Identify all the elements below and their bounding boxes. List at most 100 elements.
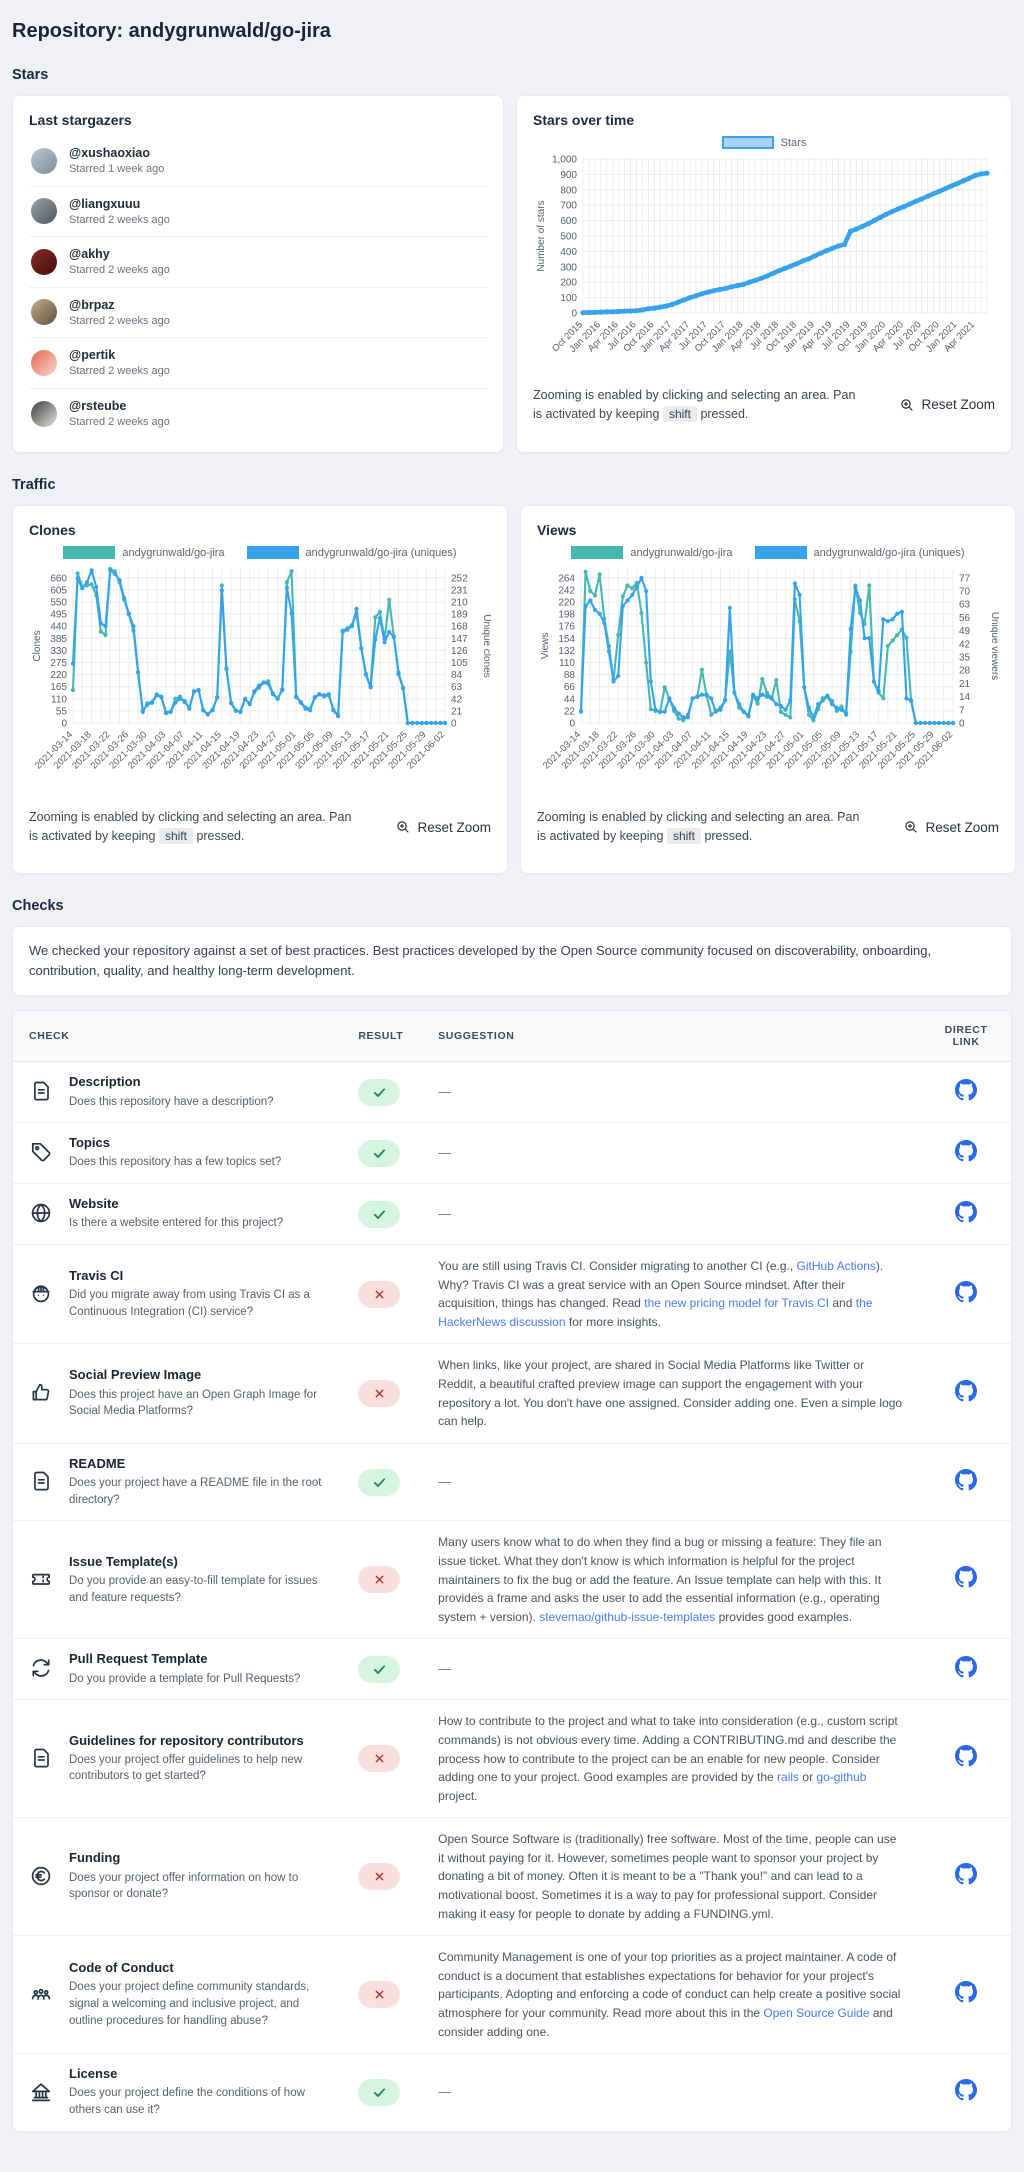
direct-link-github[interactable] [955, 1745, 978, 1767]
direct-link-github[interactable] [955, 1380, 978, 1402]
suggestion-link[interactable]: rails [777, 1770, 800, 1785]
stargazer-username[interactable]: @liangxuuu [69, 196, 141, 211]
direct-link-github[interactable] [955, 1981, 978, 2003]
zoom-help-text: Zooming is enabled by clicking and selec… [29, 809, 352, 845]
legend-entry[interactable]: andygrunwald/go-jira [571, 546, 733, 560]
svg-text:7: 7 [959, 706, 965, 717]
svg-text:264: 264 [558, 574, 575, 585]
svg-text:600: 600 [560, 216, 577, 227]
suggestion-text: — [438, 1082, 905, 1102]
result-pass-badge [358, 1468, 401, 1496]
check-question: Does your project have a README file in … [69, 1477, 322, 1506]
stargazer-avatar [31, 198, 57, 225]
travis-ci-icon [29, 1281, 55, 1307]
reset-zoom-button[interactable]: Reset Zoom [395, 819, 491, 835]
legend-entry[interactable]: andygrunwald/go-jira [63, 546, 225, 560]
legend-swatch [721, 136, 774, 149]
community-icon [29, 1982, 55, 2008]
svg-text:700: 700 [560, 201, 577, 212]
github-icon [955, 1380, 978, 1402]
stargazer-item: @rsteube Starred 2 weeks ago [29, 389, 487, 439]
result-pass-badge [358, 2079, 401, 2107]
stars-row: Last stargazers @xushaoxiao Starred 1 wee… [12, 95, 1012, 454]
direct-link-github[interactable] [955, 1200, 978, 1223]
table-row: Website Is there a website entered for th… [13, 1183, 1011, 1245]
stargazer-item: @liangxuuu Starred 2 weeks ago [29, 187, 487, 238]
suggestion-text: Many users know what to do when they fin… [438, 1535, 882, 1624]
zoom-reset-icon [903, 819, 919, 835]
checks-intro-card: We checked your repository against a set… [12, 926, 1012, 997]
clones-chart[interactable]: 0551101652202753303854404955506056600214… [29, 563, 491, 787]
stargazer-username[interactable]: @rsteube [69, 398, 127, 413]
suggestion-link[interactable]: GitHub Actions [796, 1259, 876, 1274]
reset-zoom-button[interactable]: Reset Zoom [903, 819, 999, 835]
direct-link-github[interactable] [955, 1468, 978, 1491]
github-icon [955, 1745, 978, 1767]
legend-label: andygrunwald/go-jira (uniques) [305, 546, 457, 559]
stargazer-username[interactable]: @akhy [69, 247, 110, 262]
direct-link-github[interactable] [955, 1655, 978, 1678]
svg-text:400: 400 [560, 247, 577, 258]
no-suggestion-dash: — [438, 1084, 452, 1100]
legend-entry[interactable]: andygrunwald/go-jira (uniques) [246, 546, 457, 560]
svg-text:42: 42 [451, 695, 463, 706]
suggestion-link[interactable]: go-github [816, 1770, 867, 1785]
svg-text:154: 154 [558, 634, 575, 645]
stargazer-username[interactable]: @pertik [69, 348, 116, 363]
svg-text:605: 605 [50, 586, 67, 597]
direct-link-github[interactable] [955, 1139, 978, 1162]
views-chart-legend: andygrunwald/go-jira andygrunwald/go-jira… [537, 546, 999, 560]
stargazer-text: @pertik Starred 2 weeks ago [69, 347, 170, 379]
svg-text:210: 210 [451, 598, 468, 609]
last-stargazers-title: Last stargazers [29, 112, 132, 128]
svg-text:56: 56 [959, 613, 971, 624]
column-check: CHECK [13, 1011, 343, 1063]
suggestion-link[interactable]: Open Source Guide [763, 2006, 870, 2021]
svg-text:Unique viewers: Unique viewers [989, 612, 999, 680]
stargazer-avatar [31, 147, 57, 174]
check-question: Does this project have an Open Graph Ima… [69, 1388, 318, 1418]
github-icon [955, 1468, 978, 1491]
result-pass-badge [358, 1655, 401, 1683]
check-question: Does your project offer information on h… [69, 1871, 299, 1901]
suggestion-link[interactable]: stevemao/github-issue-templates [539, 1609, 716, 1624]
stargazer-username[interactable]: @xushaoxiao [69, 146, 150, 160]
file-text-icon [29, 1746, 55, 1772]
direct-link-github[interactable] [955, 1863, 978, 1885]
legend-entry[interactable]: andygrunwald/go-jira (uniques) [754, 546, 965, 560]
legend-entry[interactable]: Stars [721, 136, 806, 149]
direct-link-github[interactable] [955, 1566, 978, 1588]
reset-zoom-button[interactable]: Reset Zoom [899, 397, 995, 413]
direct-link-github[interactable] [955, 1078, 978, 1101]
suggestion-link[interactable]: the new pricing model for Travis CI [644, 1296, 830, 1311]
check-question: Is there a website entered for this proj… [69, 1217, 284, 1230]
github-icon [955, 1981, 978, 2003]
stargazer-username[interactable]: @brpaz [69, 297, 115, 312]
svg-text:0: 0 [569, 719, 575, 730]
stargazer-item: @akhy Starred 2 weeks ago [29, 237, 487, 288]
no-suggestion-dash: — [438, 1661, 452, 1677]
direct-link-github[interactable] [955, 2079, 978, 2101]
check-text: Travis CI Did you migrate away from using… [69, 1268, 324, 1321]
reset-zoom-label: Reset Zoom [925, 819, 999, 835]
svg-text:330: 330 [50, 646, 67, 657]
file-text-icon [29, 1469, 55, 1495]
svg-text:220: 220 [50, 670, 67, 681]
check-name: Travis CI [69, 1267, 124, 1283]
stargazer-avatar [31, 400, 57, 427]
stars-chart-footer: Zooming is enabled by clicking and selec… [533, 373, 995, 437]
suggestion-text: Open Source Software is (traditionally) … [438, 1832, 897, 1921]
thumbs-up-icon [29, 1381, 55, 1407]
column-result: RESULT [342, 1011, 423, 1063]
ticket-icon [29, 1567, 55, 1593]
views-chart[interactable]: 0224466881101321541761982202422640714212… [537, 563, 999, 787]
stargazer-text: @liangxuuu Starred 2 weeks ago [69, 196, 170, 228]
reset-zoom-label: Reset Zoom [417, 819, 491, 835]
suggestion-link[interactable]: the HackerNews discussion [438, 1296, 873, 1329]
direct-link-github[interactable] [955, 1280, 978, 1303]
svg-text:35: 35 [959, 653, 971, 664]
svg-text:Unique clones: Unique clones [481, 615, 491, 678]
shift-key-label: shift [158, 828, 193, 845]
suggestion-text: — [438, 1659, 905, 1679]
